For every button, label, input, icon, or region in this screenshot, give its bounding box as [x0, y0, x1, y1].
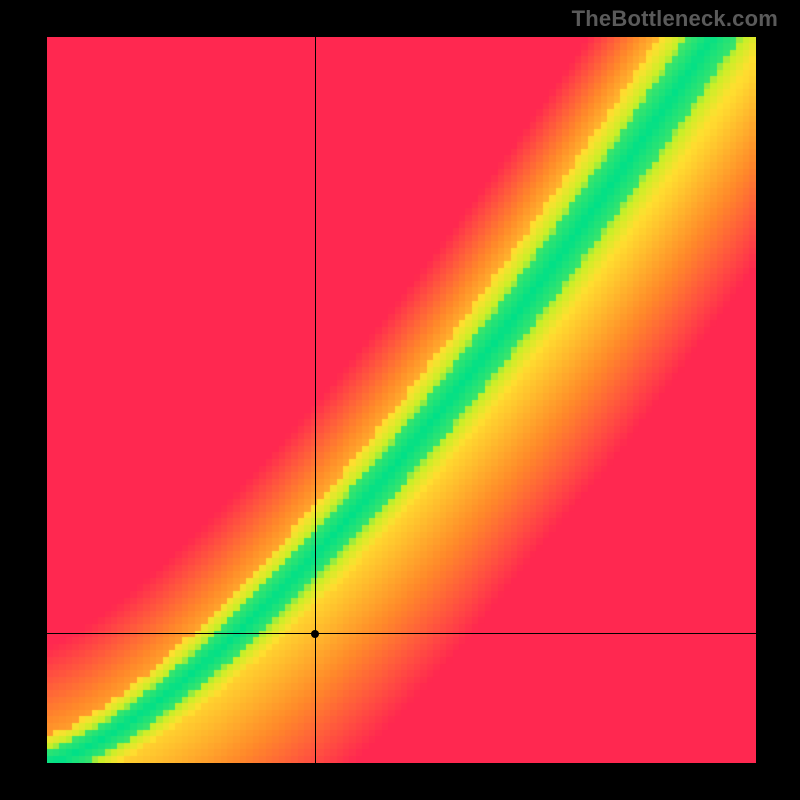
heatmap-plot-area [47, 37, 756, 763]
bottleneck-heatmap [47, 37, 756, 763]
crosshair-vertical-line [315, 37, 316, 763]
crosshair-marker [311, 630, 319, 638]
crosshair-horizontal-line [47, 633, 756, 634]
watermark-text: TheBottleneck.com [572, 6, 778, 32]
